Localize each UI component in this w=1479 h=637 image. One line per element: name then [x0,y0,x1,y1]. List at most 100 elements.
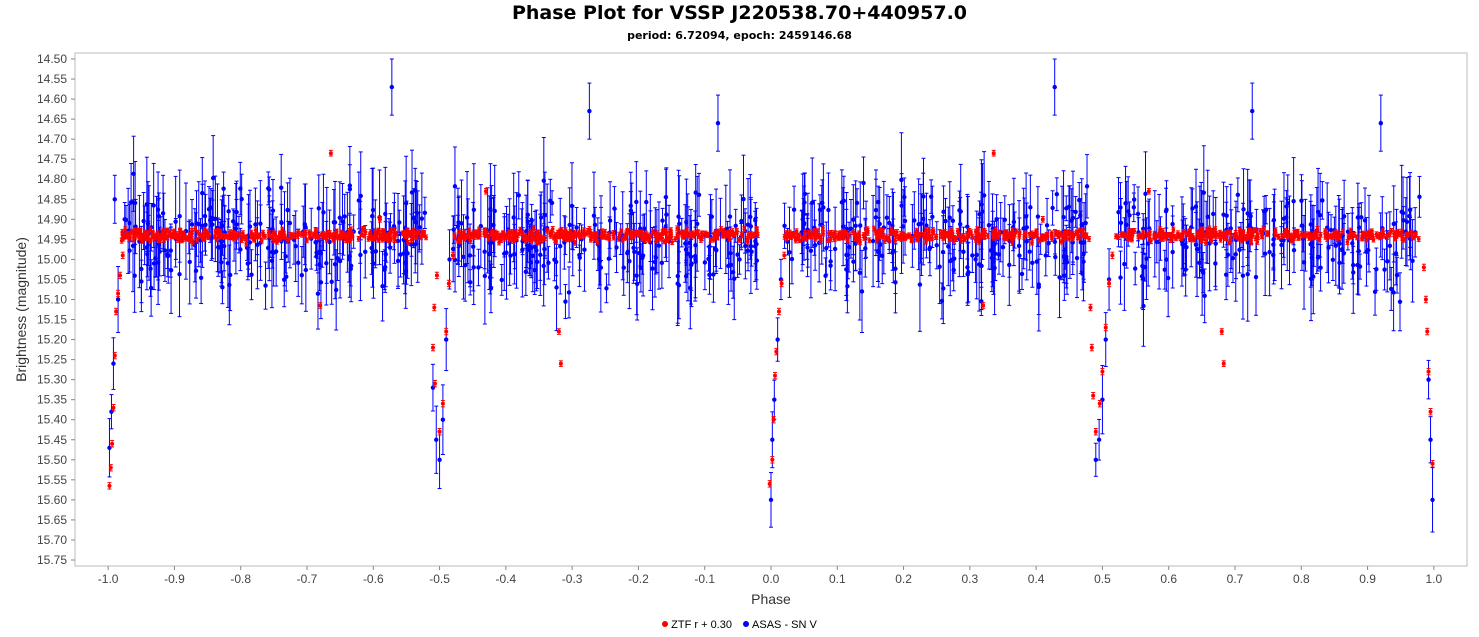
asas-point [858,223,863,228]
y-tick-label: 14.50 [37,52,67,66]
asas-point [363,249,368,254]
asas-point [930,214,935,220]
asas-point [1016,243,1022,249]
ztf-point [582,228,586,232]
asas-point [973,257,978,262]
x-tick-label: 0.1 [829,572,846,586]
asas-point [265,245,271,251]
asas-point [1135,211,1141,217]
ztf-point [803,231,807,235]
asas-point [1351,270,1356,275]
asas-point [440,417,446,422]
ztf-point [228,230,232,234]
asas-point [927,246,932,252]
asas-point [1356,225,1362,230]
asas-point [714,248,719,253]
asas-point [1103,337,1108,342]
asas-point [532,267,537,273]
ztf-point [521,236,526,240]
asas-point [946,244,951,249]
ztf-point [308,234,312,239]
asas-point [1391,290,1396,295]
asas-point [1044,223,1050,228]
asas-point [640,255,645,261]
asas-point [950,218,956,224]
ztf-point [1037,238,1042,243]
asas-point [160,211,166,216]
ztf-point [595,239,600,244]
asas-point [1000,245,1006,250]
asas-point [504,250,509,255]
asas-point [316,206,321,211]
asas-point [210,175,216,181]
asas-point [1093,457,1099,462]
asas-point [468,280,473,285]
asas-point [541,263,546,269]
asas-point [1407,207,1413,213]
y-tick-label: 15.55 [37,473,67,487]
y-tick-label: 15.15 [37,313,67,327]
asas-point [482,249,487,254]
asas-point [631,245,636,251]
asas-point [1180,242,1185,247]
asas-point [1145,241,1151,246]
asas-point [1062,273,1067,278]
asas-point [621,265,626,270]
asas-point [592,222,598,228]
x-tick-label: 0.8 [1293,572,1310,586]
asas-point [884,215,890,220]
asas-point [196,222,201,227]
asas-point [284,274,289,279]
asas-point [614,245,619,250]
asas-point [1382,267,1387,272]
ztf-point [1213,227,1218,231]
asas-point [168,268,174,273]
asas-point [332,220,338,225]
asas-point [419,216,425,221]
asas-point [782,223,787,229]
y-tick-label: 14.95 [37,232,67,246]
asas-point [739,218,744,224]
asas-point [952,256,957,261]
asas-point [1350,241,1355,246]
asas-point [861,180,866,186]
asas-point [787,250,792,255]
asas-point [444,337,449,342]
asas-point [684,219,689,225]
asas-point [373,249,379,254]
asas-point [151,203,156,208]
asas-point [1330,257,1336,263]
asas-point [1378,120,1384,126]
y-axis-ticks: 14.50 14.55 14.60 14.65 14.70 14.75 14.80 14.85… [37,52,75,567]
ztf-point [190,238,195,243]
asas-point [293,244,298,249]
asas-point [1199,222,1205,228]
asas-point [1036,284,1042,290]
asas-point [369,245,374,251]
asas-point [227,282,232,288]
asas-point [1200,270,1206,275]
asas-point [1081,240,1087,245]
asas-point [1224,213,1229,218]
asas-point [1083,220,1088,226]
ztf-point [581,232,586,236]
asas-point [1061,254,1066,259]
asas-point [1035,214,1041,219]
asas-point [287,220,293,226]
asas-point [1118,275,1123,280]
asas-point [1213,261,1218,266]
asas-point [828,259,833,264]
asas-point [437,457,442,462]
asas-point [770,437,775,442]
asas-point [951,267,956,273]
asas-point [315,291,321,296]
asas-point [1053,254,1058,260]
asas-point [958,222,963,227]
y-tick-label: 15.75 [37,553,67,567]
asas-point [342,214,347,219]
asas-point [523,229,529,234]
asas-point [887,220,892,226]
y-tick-label: 15.25 [37,353,67,367]
asas-point [1054,192,1060,197]
asas-point [422,210,428,216]
